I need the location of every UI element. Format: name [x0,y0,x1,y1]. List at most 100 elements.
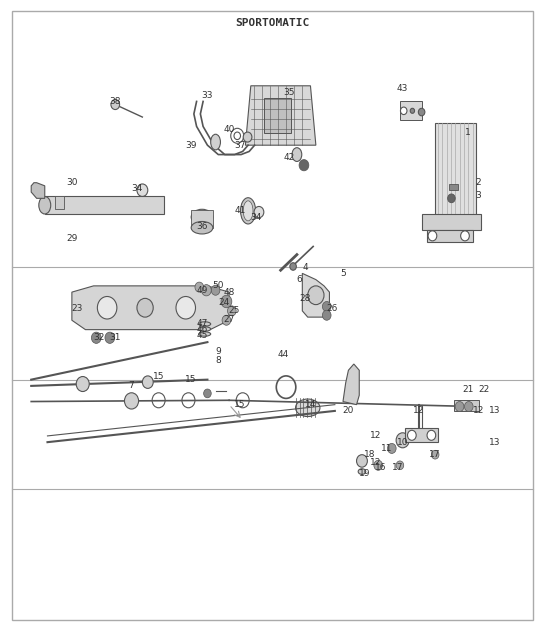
Circle shape [221,295,232,308]
Ellipse shape [292,148,302,161]
Text: 44: 44 [278,350,289,359]
Text: 41: 41 [234,207,246,215]
Circle shape [428,231,437,241]
Text: 43: 43 [397,84,408,94]
Text: 31: 31 [110,333,121,342]
Text: 22: 22 [479,384,489,394]
Circle shape [401,107,407,114]
Polygon shape [245,86,316,145]
Circle shape [374,460,383,470]
Text: 38: 38 [110,97,121,106]
Text: 11: 11 [380,444,392,453]
Ellipse shape [199,332,211,336]
Circle shape [204,389,211,398]
Ellipse shape [191,209,213,225]
Bar [191,210,213,228]
Polygon shape [31,183,45,198]
Circle shape [137,184,148,197]
Text: 10: 10 [397,438,408,447]
Circle shape [137,298,153,317]
Text: 30: 30 [66,178,77,187]
Text: 7: 7 [129,381,135,391]
Text: 34: 34 [251,213,262,222]
Circle shape [396,433,409,448]
Circle shape [254,207,264,218]
Circle shape [455,401,464,411]
Text: 15: 15 [153,372,165,381]
Text: 4: 4 [302,263,308,271]
Circle shape [234,132,240,139]
Text: 8: 8 [215,357,221,365]
Text: 42: 42 [283,153,294,162]
Circle shape [387,443,396,453]
Bar [449,184,458,190]
Text: 36: 36 [196,222,208,231]
Circle shape [410,108,415,113]
Circle shape [290,263,296,270]
Ellipse shape [243,201,253,221]
Circle shape [176,296,196,319]
Circle shape [432,450,439,459]
Text: 34: 34 [131,185,143,193]
Text: 12: 12 [473,406,484,415]
Text: 2: 2 [476,178,481,187]
Text: 27: 27 [223,315,235,323]
Text: 15: 15 [185,375,197,384]
Text: 21: 21 [462,384,474,394]
Circle shape [356,455,367,467]
Bar [264,99,292,133]
Circle shape [464,401,473,411]
Circle shape [124,392,138,409]
Text: 48: 48 [223,288,235,296]
Circle shape [111,100,119,109]
Text: 5: 5 [340,269,346,278]
Text: SPORTOMATIC: SPORTOMATIC [235,18,310,28]
Circle shape [427,430,435,440]
Circle shape [202,284,211,296]
Text: 3: 3 [476,191,481,200]
Text: 1: 1 [465,128,470,137]
Text: 40: 40 [223,125,235,134]
Text: 50: 50 [213,281,224,290]
Polygon shape [72,286,229,330]
Circle shape [243,132,252,142]
Circle shape [408,430,416,440]
Text: 26: 26 [326,305,338,313]
Ellipse shape [39,197,51,214]
Text: 32: 32 [93,333,105,342]
Circle shape [142,376,153,388]
Text: 15: 15 [234,400,246,409]
Bar [422,214,481,230]
Polygon shape [302,273,329,317]
Ellipse shape [199,322,211,326]
Circle shape [227,306,236,316]
Bar [427,230,473,242]
Ellipse shape [295,399,320,416]
Text: 37: 37 [234,141,246,149]
Circle shape [323,301,331,311]
Ellipse shape [358,468,366,474]
Ellipse shape [240,198,256,224]
Text: 49: 49 [196,286,208,295]
Text: 12: 12 [413,406,425,415]
Text: 13: 13 [489,438,500,447]
Circle shape [461,231,469,241]
Circle shape [308,286,324,305]
Text: 12: 12 [370,458,381,467]
Ellipse shape [191,222,213,234]
Ellipse shape [199,327,211,331]
Text: 14: 14 [305,400,316,409]
Bar [454,399,479,411]
Circle shape [299,160,309,171]
Text: 29: 29 [66,234,77,244]
Circle shape [222,315,231,325]
Text: 18: 18 [365,450,376,459]
Circle shape [195,282,204,292]
Circle shape [211,285,220,295]
Circle shape [447,194,455,203]
Text: 12: 12 [370,431,381,440]
Text: 33: 33 [202,90,213,100]
Text: 16: 16 [375,463,387,472]
Text: 25: 25 [229,306,240,315]
Text: 39: 39 [185,141,197,149]
